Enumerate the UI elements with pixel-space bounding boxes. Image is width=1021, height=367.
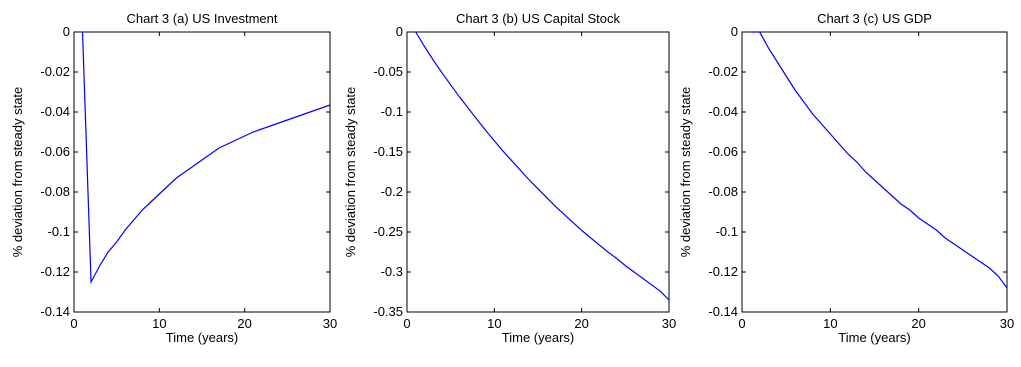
- y-tick-label: 0: [63, 24, 70, 39]
- y-tick-label: -0.1: [381, 104, 403, 119]
- x-tick-label: 30: [323, 316, 337, 331]
- x-axis-label: Time (years): [502, 330, 574, 345]
- series-line-investment: [81, 31, 331, 285]
- y-tick-label: -0.08: [708, 184, 738, 199]
- x-axis-label: Time (years): [838, 330, 910, 345]
- chart-panel-gdp: 0 10 20 30 0 -0.02 -0.04 -0.06 -0.08 -0.1 -0.12 -0.…: [678, 11, 1014, 345]
- plot-area-capital-stock: [406, 31, 670, 313]
- x-tick-label: 30: [1000, 316, 1014, 331]
- y-tick-label: -0.05: [373, 64, 403, 79]
- y-tick-label: -0.06: [708, 144, 738, 159]
- chart-title: Chart 3 (b) US Capital Stock: [456, 11, 621, 26]
- x-tick-label: 10: [823, 316, 837, 331]
- x-tick-label: 20: [574, 316, 588, 331]
- x-tick-label: 20: [911, 316, 925, 331]
- y-axis-label: % deviation from steady state: [10, 87, 25, 258]
- y-tick-label: -0.04: [40, 104, 70, 119]
- y-tick-label: -0.1: [716, 224, 738, 239]
- y-tick-label: -0.02: [40, 64, 70, 79]
- y-tick-label: -0.15: [373, 144, 403, 159]
- y-tick-label: 0: [731, 24, 738, 39]
- x-tick-label: 20: [237, 316, 251, 331]
- y-tick-label: -0.08: [40, 184, 70, 199]
- y-tick-label: 0: [396, 24, 403, 39]
- x-tick-label: 0: [738, 316, 745, 331]
- x-tick-label: 0: [70, 316, 77, 331]
- y-tick-label: -0.2: [381, 184, 403, 199]
- x-tick-label: 10: [487, 316, 501, 331]
- y-tick-label: -0.12: [708, 264, 738, 279]
- series-line-capital-stock: [415, 31, 670, 301]
- y-tick-label: -0.04: [708, 104, 738, 119]
- y-axis-label: % deviation from steady state: [343, 87, 358, 258]
- chart-title: Chart 3 (a) US Investment: [127, 11, 278, 26]
- series-line-gdp: [750, 31, 1008, 289]
- y-tick-label: -0.02: [708, 64, 738, 79]
- x-tick-label: 0: [403, 316, 410, 331]
- y-tick-label: -0.3: [381, 264, 403, 279]
- y-tick-label: -0.25: [373, 224, 403, 239]
- x-tick-label: 30: [662, 316, 676, 331]
- plot-area-gdp: [741, 31, 1008, 313]
- y-tick-label: -0.1: [48, 224, 70, 239]
- y-tick-label: -0.12: [40, 264, 70, 279]
- y-tick-label: -0.14: [40, 304, 70, 319]
- plot-area-investment: [73, 31, 331, 313]
- chart-panel-capital-stock: 0 10 20 30 0 -0.05 -0.1 -0.15 -0.2 -0.25 -0.3 -0.35…: [343, 11, 676, 345]
- chart-panel-investment: 0 10 20 30 0 -0.02 -0.04 -0.06 -0.08 -0.1 -0.12 -0.…: [10, 11, 337, 345]
- y-tick-label: -0.14: [708, 304, 738, 319]
- y-axis-label: % deviation from steady state: [678, 87, 693, 258]
- x-axis-label: Time (years): [166, 330, 238, 345]
- y-tick-label: -0.35: [373, 304, 403, 319]
- x-tick-label: 10: [152, 316, 166, 331]
- y-tick-label: -0.06: [40, 144, 70, 159]
- chart-title: Chart 3 (c) US GDP: [817, 11, 932, 26]
